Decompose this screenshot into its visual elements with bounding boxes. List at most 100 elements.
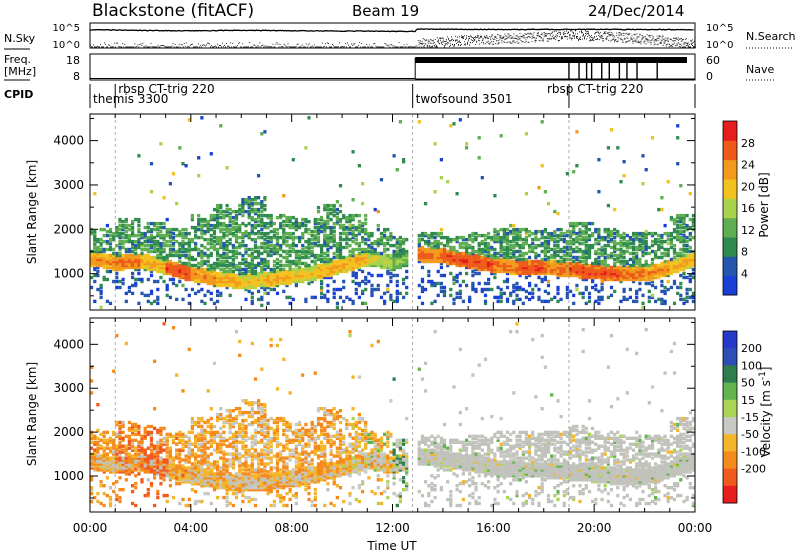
- power-cell: [663, 247, 667, 252]
- power-cell: [383, 299, 387, 304]
- power-cell: [222, 223, 226, 228]
- power-cell: [225, 285, 229, 290]
- power-cell: [238, 277, 242, 282]
- power-cell: [515, 271, 519, 276]
- power-cell: [291, 267, 295, 272]
- power-cell: [342, 257, 346, 262]
- power-cell: [115, 233, 119, 238]
- power-cell: [502, 245, 506, 250]
- power-cell: [345, 267, 349, 272]
- power-cell: [294, 275, 298, 280]
- nsearch-point: [664, 41, 666, 43]
- nsearch-point: [418, 46, 420, 48]
- power-cell: [650, 261, 655, 266]
- power-cell: [427, 273, 431, 278]
- power-cell: [140, 263, 144, 268]
- nsearch-point: [179, 46, 181, 48]
- power-cell: [600, 253, 604, 258]
- nsearch-point: [691, 40, 692, 42]
- power-cell: [518, 237, 522, 242]
- nsearch-point: [155, 46, 157, 48]
- nsearch-point: [469, 44, 470, 46]
- power-cell: [367, 279, 371, 284]
- power-cell: [275, 237, 280, 242]
- power-cell: [209, 275, 213, 280]
- power-cell: [575, 223, 579, 228]
- nsearch-point: [472, 40, 474, 41]
- power-cell: [168, 269, 172, 274]
- power-cell: [228, 281, 232, 286]
- power-cell: [216, 281, 220, 286]
- power-cell: [316, 267, 321, 272]
- power-cell: [461, 237, 465, 242]
- power-cell: [502, 263, 506, 268]
- power-cell: [335, 287, 339, 292]
- power-cell: [250, 215, 254, 220]
- power-cell: [216, 203, 220, 208]
- power-cell: [250, 251, 254, 256]
- nsearch-point: [585, 35, 586, 37]
- nsearch-point: [647, 39, 649, 41]
- power-cell: [301, 271, 305, 276]
- power-cell: [231, 261, 235, 266]
- nsearch-point: [235, 46, 237, 48]
- power-cell: [342, 261, 346, 266]
- power-cell: [140, 261, 144, 266]
- power-cell: [439, 251, 443, 256]
- power-cell: [118, 251, 122, 256]
- nsearch-point: [444, 44, 446, 46]
- power-cell: [531, 249, 535, 254]
- power-cell: [348, 237, 352, 242]
- power-cell: [376, 261, 380, 266]
- power-cell: [225, 225, 229, 230]
- nsearch-point: [583, 34, 584, 35]
- nsearch-point: [540, 37, 542, 38]
- power-cell: [654, 253, 658, 258]
- power-cell: [332, 271, 336, 276]
- nsearch-point: [442, 41, 444, 43]
- power-cell: [253, 243, 258, 248]
- power-cell: [348, 217, 352, 222]
- power-cell: [534, 269, 538, 274]
- power-cell: [269, 239, 273, 244]
- power-cell: [326, 241, 330, 246]
- power-cell: [465, 265, 469, 270]
- power-cell: [222, 221, 226, 226]
- power-cell: [351, 261, 355, 266]
- power-cell: [209, 152, 213, 156]
- power-cell: [209, 281, 213, 286]
- power-cell: [499, 287, 503, 292]
- power-cell: [320, 287, 324, 292]
- nsearch-point: [467, 41, 468, 43]
- power-cell: [345, 257, 349, 262]
- power-cell: [493, 227, 497, 232]
- power-cell: [540, 243, 544, 248]
- power-cell: [323, 243, 327, 248]
- power-cell: [364, 275, 368, 280]
- nsearch-point: [634, 39, 636, 41]
- power-cell: [222, 281, 226, 286]
- power-cell: [647, 277, 651, 282]
- power-cell: [436, 253, 440, 258]
- power-cell: [263, 198, 267, 202]
- nsearch-point: [619, 32, 621, 34]
- power-cell: [263, 223, 267, 228]
- nsearch-point: [372, 46, 374, 48]
- power-cell: [241, 203, 245, 208]
- power-cell: [587, 271, 592, 276]
- power-cell: [452, 255, 456, 260]
- power-cell: [383, 265, 387, 270]
- power-cell: [338, 245, 343, 250]
- power-cell: [153, 255, 157, 260]
- nsearch-point: [118, 45, 120, 47]
- power-cell: [90, 251, 94, 256]
- power-cell: [112, 261, 116, 266]
- power-cell: [247, 247, 251, 252]
- power-cell: [502, 227, 506, 232]
- power-cell: [433, 247, 437, 252]
- power-cell: [483, 255, 488, 260]
- nsearch-point: [196, 46, 198, 48]
- power-cell: [326, 237, 330, 242]
- nsearch-point: [430, 46, 432, 48]
- power-cell: [184, 253, 188, 258]
